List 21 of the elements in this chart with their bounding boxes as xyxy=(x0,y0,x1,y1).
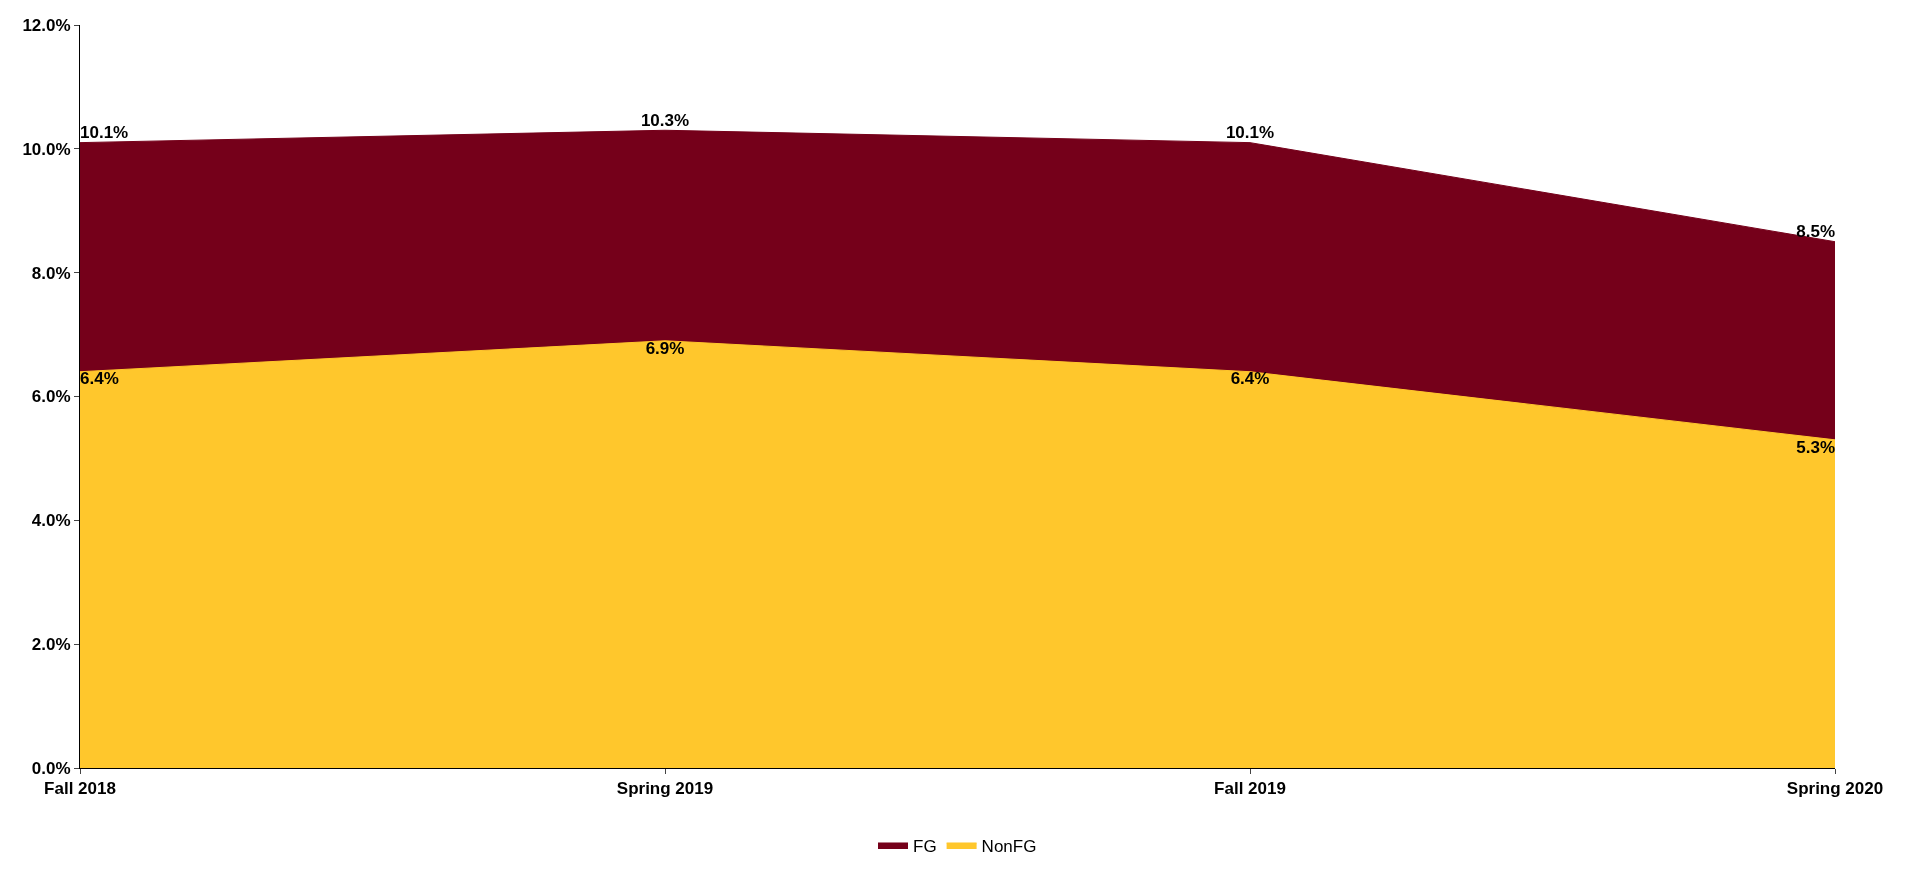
data-label: 5.3% xyxy=(1796,437,1835,457)
data-label: 10.1% xyxy=(1225,123,1275,143)
legend-label: FG xyxy=(913,836,937,856)
x-tick-label: Spring 2019 xyxy=(616,779,714,799)
x-tick-label: Fall 2019 xyxy=(1214,779,1286,799)
data-label: 6.4% xyxy=(1230,369,1270,389)
data-label: 10.3% xyxy=(640,111,690,131)
y-tick-label: 8.0% xyxy=(31,263,71,283)
data-label: 10.1% xyxy=(80,123,129,143)
data-label: 6.4% xyxy=(80,369,119,389)
data-label: 8.5% xyxy=(1796,222,1835,242)
x-tick-label: Fall 2018 xyxy=(44,779,116,799)
y-tick-label: 12.0% xyxy=(22,15,71,35)
y-tick-label: 10.0% xyxy=(22,139,71,159)
y-tick-label: 4.0% xyxy=(31,511,71,531)
y-tick-label: 0.0% xyxy=(31,758,71,778)
y-tick-label: 6.0% xyxy=(31,387,71,407)
x-tick-label: Spring 2020 xyxy=(1786,779,1884,799)
data-label: 6.9% xyxy=(645,338,685,358)
y-tick-label: 2.0% xyxy=(31,635,71,655)
legend-label: NonFG xyxy=(981,836,1037,856)
